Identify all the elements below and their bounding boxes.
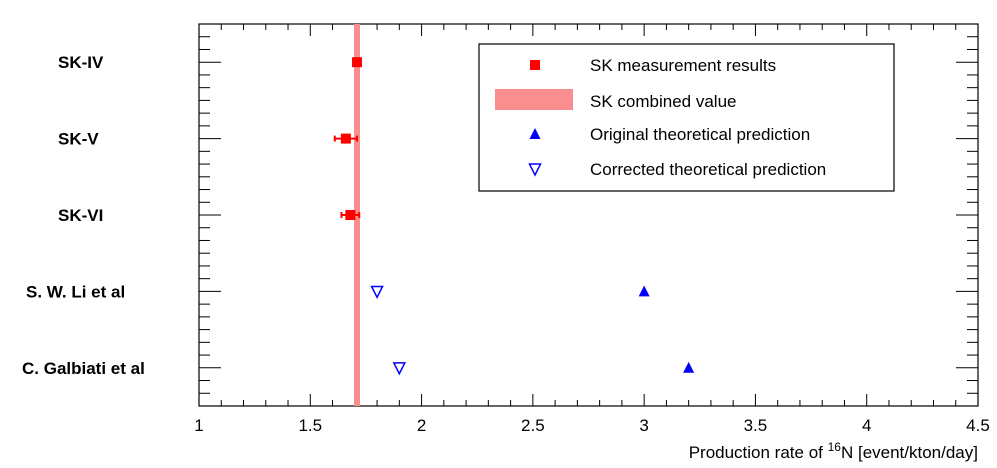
x-axis-title-suffix: N [event/kton/day] — [841, 443, 978, 462]
measurement-point — [352, 57, 363, 68]
x-tick-labels: 1 1.5 2 2.5 3 3.5 4 4.5 — [194, 416, 990, 435]
measurement-point — [340, 133, 351, 144]
original-prediction-point — [683, 361, 695, 373]
original-prediction-point — [638, 285, 650, 297]
x-axis-title-prefix: Production rate of — [689, 443, 828, 462]
data-points — [333, 57, 695, 376]
legend-label-corrected: Corrected theoretical prediction — [590, 160, 826, 179]
category-label: C. Galbiati et al — [22, 359, 145, 378]
category-labels: SK-IV SK-V SK-VI S. W. Li et al C. Galbiati … — [22, 53, 145, 378]
x-tick-label: 4 — [862, 416, 871, 435]
corrected-prediction-point — [392, 362, 407, 376]
x-tick-label: 2.5 — [521, 416, 545, 435]
legend-marker-original — [529, 128, 541, 139]
x-tick-label: 3 — [639, 416, 648, 435]
measurement-point — [345, 210, 356, 220]
tick-marks — [198, 23, 979, 407]
x-tick-label: 1.5 — [298, 416, 322, 435]
category-label: SK-V — [58, 130, 99, 149]
legend-label-original: Original theoretical prediction — [590, 125, 810, 144]
legend-markers — [495, 60, 573, 177]
legend-label-measurement: SK measurement results — [590, 56, 776, 75]
x-tick-label: 2 — [417, 416, 426, 435]
corrected-prediction-point — [370, 285, 384, 300]
x-tick-label: 4.5 — [966, 416, 990, 435]
legend-label-combined: SK combined value — [590, 92, 736, 111]
x-axis-title: Production rate of 16N [event/kton/day] — [689, 440, 978, 462]
category-label: S. W. Li et al — [26, 282, 125, 301]
x-tick-label: 1 — [194, 416, 203, 435]
legend-marker-measurement — [530, 60, 540, 70]
legend-marker-combined — [495, 89, 573, 110]
category-label: SK-VI — [58, 206, 103, 225]
x-axis-title-sup: 16 — [828, 440, 842, 454]
legend-marker-corrected — [528, 163, 542, 177]
x-tick-label: 3.5 — [744, 416, 768, 435]
category-label: SK-IV — [58, 53, 104, 72]
legend-box — [478, 43, 895, 192]
legend: SK measurement results SK combined value… — [478, 43, 895, 192]
